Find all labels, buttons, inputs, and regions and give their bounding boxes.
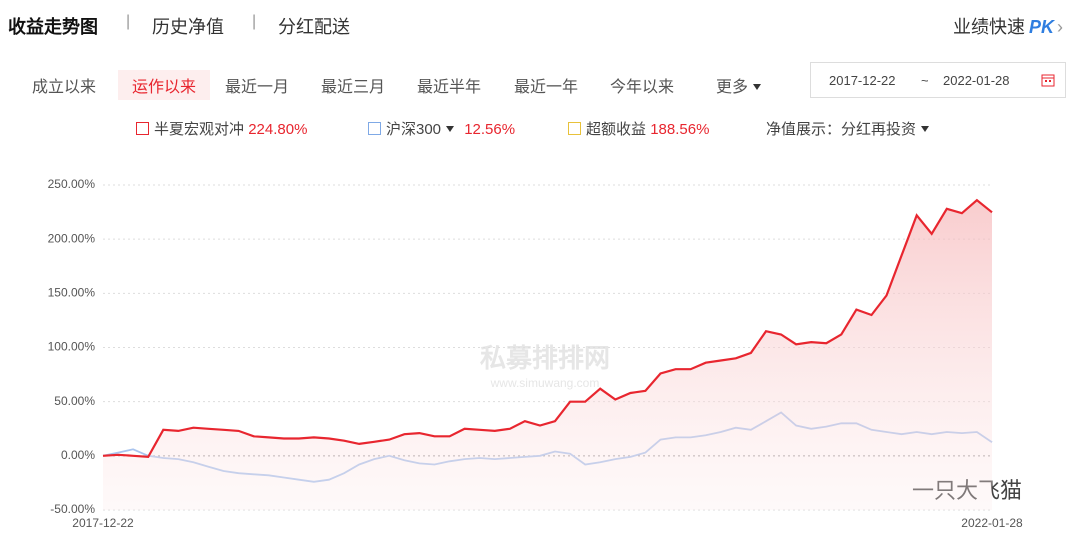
separator: |	[252, 13, 257, 30]
more-label: 更多	[716, 79, 749, 96]
pk: PK	[1029, 17, 1055, 37]
y-tick-label: 250.00%	[48, 177, 96, 191]
period[interactable]: 运作以来	[118, 70, 211, 100]
tab[interactable]: 分红配送	[278, 17, 350, 37]
legend-value: 12.56%	[464, 121, 516, 138]
legend-name: 沪深300	[386, 121, 442, 138]
y-tick-label: 100.00%	[48, 340, 96, 354]
y-tick-label: -50.00%	[50, 502, 95, 516]
tab[interactable]: 历史净值	[152, 17, 224, 37]
period[interactable]: 最近三月	[321, 79, 386, 96]
display-label: 净值展示：分红再投资	[766, 121, 917, 138]
date-to: 2022-01-28	[943, 73, 1010, 88]
period[interactable]: 最近一月	[225, 79, 290, 96]
series-line	[102, 198, 993, 459]
legend-item[interactable]: 超额收益 188.56%	[568, 118, 709, 139]
display-select[interactable]: 净值展示：分红再投资	[766, 118, 930, 139]
more[interactable]: 更多	[708, 70, 769, 100]
legend-item[interactable]: 半夏宏观对冲 224.80%	[136, 118, 307, 139]
pk-link[interactable]: 业绩快速 PK ›	[953, 17, 1064, 37]
period[interactable]: 最近一年	[514, 79, 579, 96]
date-from: 2017-12-22	[829, 73, 896, 88]
period[interactable]: 成立以来	[32, 79, 97, 96]
legend-value: 188.56%	[650, 121, 710, 138]
date-range[interactable]: 2017-12-22 ~ 2022-01-28	[810, 62, 1066, 98]
date-sep: ~	[921, 73, 929, 88]
x-tick-label: 2017-12-22	[72, 516, 134, 530]
legend-name: 半夏宏观对冲	[154, 121, 245, 138]
legend-item[interactable]: 沪深300 12.56%	[368, 118, 515, 139]
period[interactable]: 最近半年	[417, 79, 482, 96]
chart: 私募排排网 www.simuwang.com 一只大飞猫 -50.00%0.00…	[48, 177, 1023, 530]
y-tick-label: 50.00%	[54, 394, 95, 408]
watermark-url: www.simuwang.com	[490, 376, 600, 390]
calendar-icon	[1041, 74, 1055, 87]
legend-value: 224.80%	[248, 121, 308, 138]
separator: |	[126, 13, 131, 30]
pk-label: 业绩快速	[953, 17, 1025, 37]
y-tick-label: 0.00%	[61, 448, 95, 462]
area	[103, 200, 992, 510]
y-tick-label: 150.00%	[48, 286, 96, 300]
period[interactable]: 今年以来	[610, 79, 675, 96]
legend-name: 超额收益	[586, 121, 647, 138]
y-tick-label: 200.00%	[48, 231, 96, 245]
x-tick-label: 2022-01-28	[961, 516, 1023, 530]
tab[interactable]: 收益走势图	[8, 17, 98, 37]
